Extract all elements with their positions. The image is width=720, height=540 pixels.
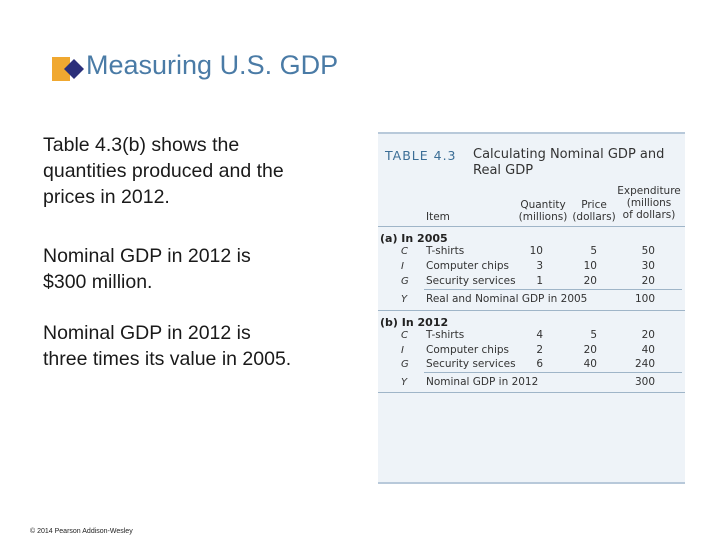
row-symbol: G [401,276,409,287]
section-b-title: (b) In 2012 [380,316,449,329]
header-quantity-line: (millions) [518,211,568,223]
row-expenditure: 40 [641,344,655,356]
subtotal-rule [424,372,682,373]
row-expenditure: 20 [641,275,655,287]
header-expenditure-line: Expenditure [617,185,681,197]
header-expenditure-line: (millions [626,197,672,209]
paragraph-2: Nominal GDP in 2012 is $300 million. [43,243,251,295]
header-item: Item [426,211,450,223]
row-expenditure: 20 [641,329,655,341]
row-price: 5 [590,329,597,341]
row-expenditure: 240 [634,358,655,370]
header-price-line: (dollars) [572,211,616,223]
table-caption: Calculating Nominal GDP and Real GDP [473,147,664,179]
row-item: Computer chips [426,344,510,356]
row-symbol: I [401,261,404,272]
total-expenditure: 300 [634,376,655,388]
slide-logo-icon [52,57,84,81]
row-symbol: I [401,345,404,356]
total-item: Nominal GDP in 2012 [426,376,539,388]
slide-title: Measuring U.S. GDP [86,50,339,80]
row-price: 20 [583,275,597,287]
total-symbol: Y [401,294,408,305]
section-rule [378,310,685,311]
header-price-line: Price [581,199,607,211]
total-item: Real and Nominal GDP in 2005 [426,293,588,305]
row-symbol: C [401,330,408,341]
paragraph-line: Nominal GDP in 2012 is [43,322,251,344]
section-rule [378,392,685,393]
row-quantity: 10 [529,245,543,257]
paragraph-1: Table 4.3(b) shows the quantities produc… [43,132,284,210]
header-rule [378,226,685,227]
row-item: T-shirts [426,329,465,341]
row-quantity: 2 [536,344,543,356]
paragraph-line: three times its value in 2005. [43,348,292,370]
row-expenditure: 30 [641,260,655,272]
table-caption-line: Calculating Nominal GDP and [473,147,665,162]
paragraph-3: Nominal GDP in 2012 is three times its v… [43,320,291,372]
row-price: 40 [583,358,597,370]
copyright-footer: © 2014 Pearson Addison-Wesley [30,528,133,535]
header-expenditure: Expenditure (millions of dollars) [614,185,684,221]
header-price: Price (dollars) [566,199,622,223]
header-expenditure-line: of dollars) [622,209,676,221]
row-expenditure: 50 [641,245,655,257]
total-symbol: Y [401,377,408,388]
paragraph-line: Table 4.3(b) shows the [43,134,240,156]
row-item: Computer chips [426,260,510,272]
subtotal-rule [424,289,682,290]
paragraph-line: prices in 2012. [43,186,170,208]
row-price: 20 [583,344,597,356]
row-item: Security services [426,275,516,287]
paragraph-line: $300 million. [43,271,153,293]
row-quantity: 4 [536,329,543,341]
row-quantity: 1 [536,275,543,287]
row-quantity: 6 [536,358,543,370]
table-caption-line: Real GDP [473,163,534,178]
row-item: Security services [426,358,516,370]
header-quantity-line: Quantity [520,199,566,211]
gdp-table: TABLE 4.3 Calculating Nominal GDP and Re… [378,132,685,484]
header-quantity: Quantity (millions) [508,199,578,223]
row-quantity: 3 [536,260,543,272]
row-symbol: C [401,246,408,257]
table-label: TABLE 4.3 [385,148,457,163]
paragraph-line: quantities produced and the [43,160,284,182]
paragraph-line: Nominal GDP in 2012 is [43,245,251,267]
row-price: 5 [590,245,597,257]
total-expenditure: 100 [634,293,655,305]
row-item: T-shirts [426,245,465,257]
row-price: 10 [583,260,597,272]
section-a-title: (a) In 2005 [380,232,448,245]
row-symbol: G [401,359,409,370]
